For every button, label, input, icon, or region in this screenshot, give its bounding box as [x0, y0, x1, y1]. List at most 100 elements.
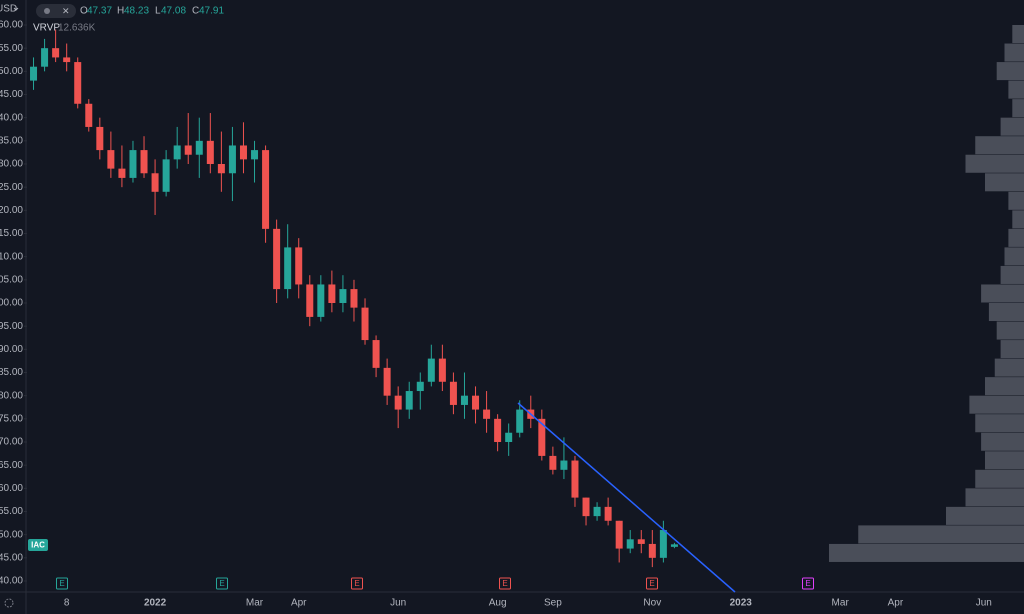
y-tick-label: 150.00 — [0, 66, 23, 77]
candle-body — [306, 284, 314, 317]
settings-icon[interactable] — [4, 598, 14, 608]
candle-body — [195, 140, 203, 155]
y-tick-label: 45.00 — [0, 552, 23, 563]
y-tick-label: 65.00 — [0, 460, 23, 471]
currency-caret[interactable] — [13, 7, 19, 11]
candle-body — [483, 409, 491, 419]
y-tick-label: 90.00 — [0, 344, 23, 355]
volume-profile-bar — [965, 154, 1024, 173]
y-tick-label: 95.00 — [0, 321, 23, 332]
candle-body — [571, 460, 579, 498]
candle-body — [30, 66, 38, 81]
x-tick-label: Apr — [291, 598, 307, 609]
volume-profile-bar — [1012, 99, 1024, 118]
candle-body — [251, 150, 259, 160]
visibility-icon[interactable] — [44, 8, 50, 14]
y-tick-label: 85.00 — [0, 367, 23, 378]
event-marker — [499, 577, 511, 590]
volume-profile-bar — [985, 451, 1024, 470]
candle-body — [516, 409, 524, 433]
candle-body — [472, 395, 480, 410]
event-marker — [56, 577, 68, 590]
y-tick-label: 110.00 — [0, 251, 23, 262]
toggle-pill[interactable] — [36, 4, 76, 18]
candle-body — [350, 289, 358, 308]
currency[interactable]: USD — [0, 4, 17, 15]
candle-body — [593, 506, 601, 517]
volume-profile-bar — [994, 358, 1024, 377]
volume-profile-bar — [1000, 340, 1024, 359]
event-marker — [802, 577, 814, 590]
y-tick-label: 105.00 — [0, 274, 23, 285]
y-tick-label: 160.00 — [0, 20, 23, 31]
candle-body — [626, 539, 634, 549]
y-tick-label: 55.00 — [0, 506, 23, 517]
indicator-name[interactable]: VRVP — [33, 23, 60, 34]
candle-body — [339, 289, 347, 303]
event-label: E — [219, 579, 224, 588]
event-marker — [216, 577, 228, 590]
y-tick-label: 50.00 — [0, 529, 23, 540]
x-tick-label: Nov — [643, 598, 661, 609]
event-label: E — [59, 579, 64, 588]
event-label: E — [354, 579, 359, 588]
candle-body — [295, 247, 303, 285]
volume-profile-bar — [1004, 247, 1024, 266]
event-marker — [646, 577, 658, 590]
candle-body — [449, 381, 457, 405]
candle-body — [405, 391, 413, 410]
candle-body — [505, 432, 513, 442]
volume-profile-bar — [965, 488, 1024, 507]
volume-profile-bar — [1012, 210, 1024, 229]
volume-profile-bar — [996, 62, 1024, 81]
volume-profile-bar — [985, 377, 1024, 396]
x-tick-label: 2022 — [144, 598, 167, 609]
candle-body — [52, 48, 60, 58]
y-tick-label: 80.00 — [0, 390, 23, 401]
volume-profile-bar — [1008, 80, 1024, 99]
low-label: L — [155, 6, 161, 17]
candle-body — [383, 367, 391, 396]
candle-body — [394, 395, 402, 410]
candle-body — [118, 168, 126, 178]
candle-body — [96, 126, 104, 151]
close-label: C — [192, 6, 199, 17]
volume-profile-bar — [858, 525, 1024, 544]
symbol-badge — [28, 539, 48, 551]
y-tick-label: 130.00 — [0, 159, 23, 170]
y-tick-label: 120.00 — [0, 205, 23, 216]
candle-body — [273, 228, 281, 290]
event-label: E — [649, 579, 654, 588]
close-icon[interactable]: ✕ — [62, 6, 70, 16]
volume-profile-bar — [981, 284, 1024, 303]
candle-body — [494, 418, 502, 442]
candle-body — [670, 544, 678, 547]
candle-body — [107, 150, 115, 169]
trend-line[interactable] — [517, 402, 736, 593]
volume-profile-bar — [985, 173, 1024, 192]
candle-body — [427, 358, 435, 382]
x-tick-label: Mar — [832, 598, 850, 609]
candle-body — [129, 150, 137, 178]
volume-profile-bar — [975, 136, 1024, 155]
event-label: E — [502, 579, 507, 588]
volume-profile-bar — [988, 303, 1024, 322]
volume-profile-bar — [981, 432, 1024, 451]
y-tick-label: 75.00 — [0, 413, 23, 424]
x-tick-label: Jun — [390, 598, 406, 609]
y-tick-label: 125.00 — [0, 182, 23, 193]
open-value: 47.37 — [87, 6, 112, 17]
low-value: 47.08 — [161, 6, 186, 17]
y-tick-label: 145.00 — [0, 89, 23, 100]
event-marker — [351, 577, 363, 590]
high-value: 48.23 — [124, 6, 149, 17]
candle-body — [648, 543, 656, 558]
candle-body — [317, 284, 325, 317]
indicator-value: 12.636K — [58, 23, 96, 34]
volume-profile-bar — [1004, 43, 1024, 62]
x-tick-label: Apr — [888, 598, 904, 609]
candle-body — [284, 247, 292, 290]
symbol-label: IAC — [31, 541, 45, 550]
candle-body — [560, 460, 568, 470]
